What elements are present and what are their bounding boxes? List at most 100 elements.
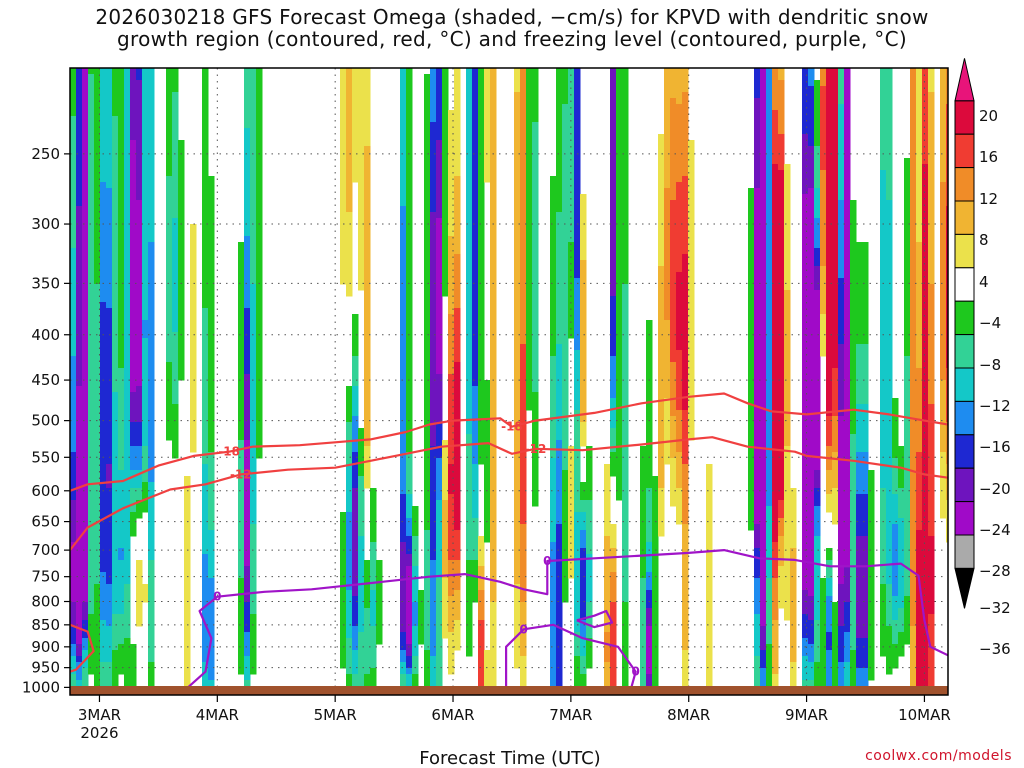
omega-cell xyxy=(472,134,479,141)
omega-cell xyxy=(100,146,107,153)
omega-cell xyxy=(184,656,191,663)
omega-cell xyxy=(400,554,407,561)
omega-cell xyxy=(526,242,533,249)
omega-cell xyxy=(256,338,263,345)
omega-cell xyxy=(430,362,437,369)
omega-cell xyxy=(610,620,617,627)
omega-cell xyxy=(424,416,431,423)
omega-cell xyxy=(448,392,455,399)
omega-cell xyxy=(124,326,131,333)
omega-cell xyxy=(118,320,125,327)
omega-cell xyxy=(88,290,95,297)
omega-cell xyxy=(442,458,449,465)
omega-cell xyxy=(70,662,77,669)
omega-cell xyxy=(400,626,407,633)
omega-cell xyxy=(112,614,119,621)
omega-cell xyxy=(580,650,587,657)
omega-cell xyxy=(256,320,263,327)
omega-cell xyxy=(346,602,353,609)
omega-cell xyxy=(514,182,521,189)
omega-cell xyxy=(70,410,77,417)
omega-cell xyxy=(616,158,623,165)
omega-cell xyxy=(238,368,245,375)
omega-cell xyxy=(436,656,443,663)
omega-cell xyxy=(556,266,563,273)
omega-cell xyxy=(94,200,101,207)
omega-cell xyxy=(130,386,137,393)
omega-cell xyxy=(148,152,155,159)
omega-cell xyxy=(88,110,95,117)
omega-cell xyxy=(610,110,617,117)
omega-cell xyxy=(466,290,473,297)
omega-cell xyxy=(472,278,479,285)
omega-cell xyxy=(70,194,77,201)
omega-cell xyxy=(100,596,107,603)
omega-cell xyxy=(202,272,209,279)
omega-cell xyxy=(454,644,461,651)
omega-cell xyxy=(550,404,557,411)
omega-cell xyxy=(610,188,617,195)
omega-cell xyxy=(184,500,191,507)
omega-cell xyxy=(364,572,371,579)
omega-cell xyxy=(436,308,443,315)
omega-cell xyxy=(106,296,113,303)
omega-cell xyxy=(580,428,587,435)
omega-cell xyxy=(448,266,455,273)
omega-cell xyxy=(94,188,101,195)
omega-cell xyxy=(172,308,179,315)
omega-cell xyxy=(82,92,89,99)
omega-cell xyxy=(430,278,437,285)
omega-cell xyxy=(88,518,95,525)
omega-cell xyxy=(352,164,359,171)
omega-cell xyxy=(352,464,359,471)
omega-cell xyxy=(556,458,563,465)
omega-cell xyxy=(76,494,83,501)
omega-cell xyxy=(454,422,461,429)
omega-cell xyxy=(202,68,209,75)
omega-cell xyxy=(616,374,623,381)
omega-cell xyxy=(94,506,101,513)
omega-cell xyxy=(430,140,437,147)
omega-cell xyxy=(82,506,89,513)
omega-cell xyxy=(514,608,521,615)
omega-cell xyxy=(520,470,527,477)
omega-cell xyxy=(346,188,353,195)
omega-cell xyxy=(400,140,407,147)
omega-cell xyxy=(166,272,173,279)
omega-cell xyxy=(430,308,437,315)
omega-cell xyxy=(250,182,257,189)
omega-cell xyxy=(88,296,95,303)
omega-cell xyxy=(550,272,557,279)
omega-cell xyxy=(520,452,527,459)
omega-cell xyxy=(580,644,587,651)
omega-cell xyxy=(142,368,149,375)
omega-cell xyxy=(424,158,431,165)
omega-cell xyxy=(76,308,83,315)
omega-cell xyxy=(550,284,557,291)
omega-cell xyxy=(454,146,461,153)
omega-cell xyxy=(172,440,179,447)
omega-cell xyxy=(424,86,431,93)
omega-cell xyxy=(406,146,413,153)
omega-cell xyxy=(112,548,119,555)
omega-cell xyxy=(238,632,245,639)
omega-cell xyxy=(478,356,485,363)
omega-cell xyxy=(454,224,461,231)
omega-cell xyxy=(100,152,107,159)
omega-cell xyxy=(202,194,209,201)
omega-cell xyxy=(130,344,137,351)
omega-cell xyxy=(112,170,119,177)
omega-cell xyxy=(250,314,257,321)
omega-cell xyxy=(208,356,215,363)
omega-cell xyxy=(478,224,485,231)
omega-cell xyxy=(454,494,461,501)
omega-cell xyxy=(70,296,77,303)
omega-cell xyxy=(562,476,569,483)
omega-cell xyxy=(484,170,491,177)
omega-cell xyxy=(556,392,563,399)
omega-cell xyxy=(106,554,113,561)
omega-cell xyxy=(142,92,149,99)
omega-cell xyxy=(370,590,377,597)
omega-cell xyxy=(76,242,83,249)
omega-cell xyxy=(556,380,563,387)
